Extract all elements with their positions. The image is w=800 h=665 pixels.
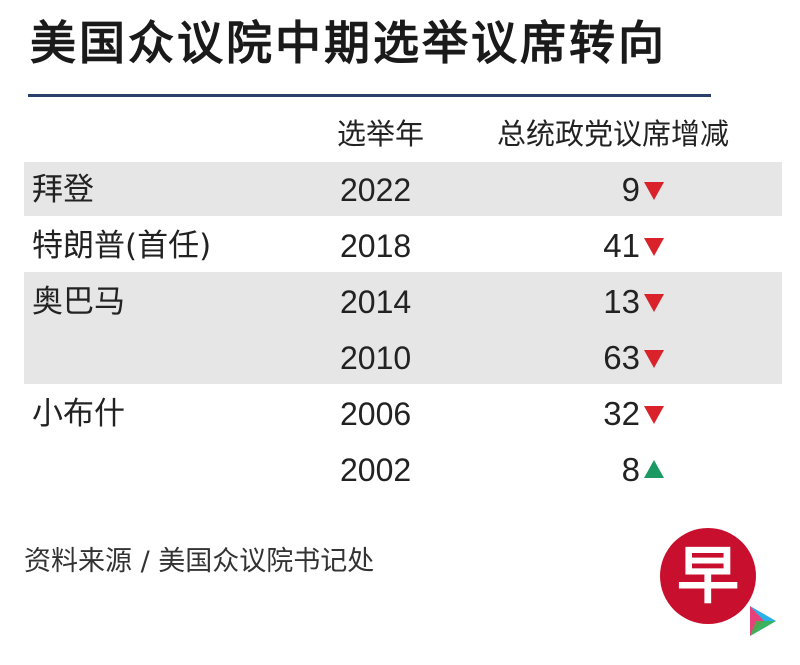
election-year: 2006 — [340, 396, 412, 432]
logo-glyph: 早 — [676, 539, 739, 612]
title-underline — [28, 94, 711, 97]
election-year: 2014 — [340, 284, 412, 320]
president-name: 拜登 — [32, 172, 94, 208]
table-row: 拜登 2022 9 — [0, 162, 800, 218]
table-row: 特朗普(首任) 2018 41 — [0, 218, 800, 274]
down-arrow-icon — [644, 238, 664, 256]
election-year: 2002 — [340, 452, 412, 488]
column-header-year: 选举年 — [337, 117, 425, 151]
seat-change-value: 8 — [621, 451, 640, 488]
president-name: 奥巴马 — [32, 284, 125, 320]
president-name: 小布什 — [32, 396, 125, 432]
seat-change-value: 9 — [621, 171, 640, 208]
election-year: 2022 — [340, 172, 412, 208]
table-row: 小布什 2006 32 — [0, 386, 800, 442]
seat-change-value: 32 — [603, 395, 640, 432]
seat-change-value: 63 — [603, 339, 640, 376]
down-arrow-icon — [644, 182, 664, 200]
table-row: 2002 8 — [0, 442, 800, 498]
down-arrow-icon — [644, 350, 664, 368]
zaobao-logo: 早 — [660, 528, 756, 624]
down-arrow-icon — [644, 294, 664, 312]
election-year: 2018 — [340, 228, 412, 264]
play-icon — [750, 606, 776, 636]
table-row: 奥巴马 2014 13 — [0, 274, 800, 330]
election-year: 2010 — [340, 340, 412, 376]
source-note: 资料来源 / 美国众议院书记处 — [24, 546, 375, 577]
president-name: 特朗普(首任) — [32, 228, 212, 264]
down-arrow-icon — [644, 406, 664, 424]
table-row: 2010 63 — [0, 330, 800, 386]
column-header-seat-change: 总统政党议席增减 — [497, 117, 730, 151]
up-arrow-icon — [644, 460, 664, 478]
seat-change-value: 13 — [603, 283, 640, 320]
seat-change-value: 41 — [603, 227, 640, 264]
chart-title: 美国众议院中期选举议席转向 — [30, 16, 667, 70]
